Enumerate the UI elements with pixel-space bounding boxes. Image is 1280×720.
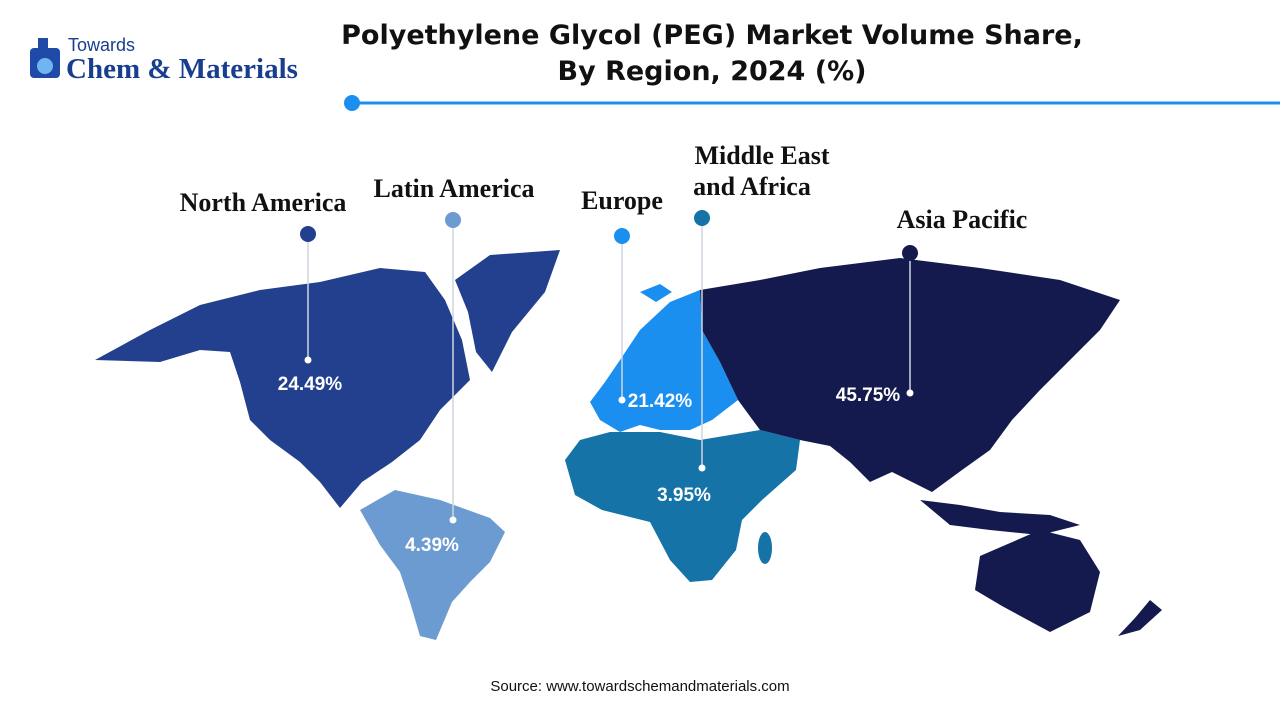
logo-icon — [37, 58, 53, 74]
region-name: Middle East — [694, 141, 829, 170]
leader-dot — [614, 228, 630, 244]
region-share: 21.42% — [628, 391, 693, 412]
new-zealand — [1118, 600, 1162, 636]
logo: Towards Chem & Materials — [30, 35, 298, 85]
madagascar — [758, 532, 772, 564]
region-name: North America — [180, 188, 347, 217]
region-share: 24.49% — [278, 374, 343, 395]
north-america — [95, 268, 470, 508]
logo-text: Chem & Materials — [66, 53, 298, 85]
source: Source: www.towardschemandmaterials.com — [490, 678, 789, 695]
leader-dot — [300, 226, 316, 242]
southeast-asia — [920, 500, 1080, 535]
logo-text: Towards — [68, 35, 135, 55]
region-name: Asia Pacific — [897, 205, 1028, 234]
latin-america — [360, 490, 505, 640]
leader-dot — [902, 245, 918, 261]
leader-end — [449, 516, 457, 524]
region-name: and Africa — [693, 172, 811, 201]
australia — [975, 530, 1100, 632]
world-map — [95, 250, 1162, 640]
region-labels: North America 24.49% Latin America 4.39% Eur… — [180, 141, 1028, 556]
region-share: 4.39% — [405, 535, 459, 556]
region-share: 45.75% — [836, 385, 901, 406]
europe — [590, 290, 738, 432]
title: Polyethylene Glycol (PEG) Market Volume … — [341, 20, 1083, 51]
leader-end — [698, 464, 706, 472]
leader-end — [304, 356, 312, 364]
title: By Region, 2024 (%) — [558, 56, 867, 87]
region-name: Latin America — [373, 174, 534, 203]
iceland — [640, 284, 672, 302]
logo-icon — [38, 38, 48, 52]
region-name: Europe — [581, 186, 663, 215]
middle-east-africa — [565, 430, 800, 582]
leader-end — [618, 396, 626, 404]
divider-dot — [344, 95, 360, 111]
leader-end — [906, 389, 914, 397]
region-share: 3.95% — [657, 485, 711, 506]
leader-dot — [694, 210, 710, 226]
leader-dot — [445, 212, 461, 228]
greenland — [455, 250, 560, 372]
